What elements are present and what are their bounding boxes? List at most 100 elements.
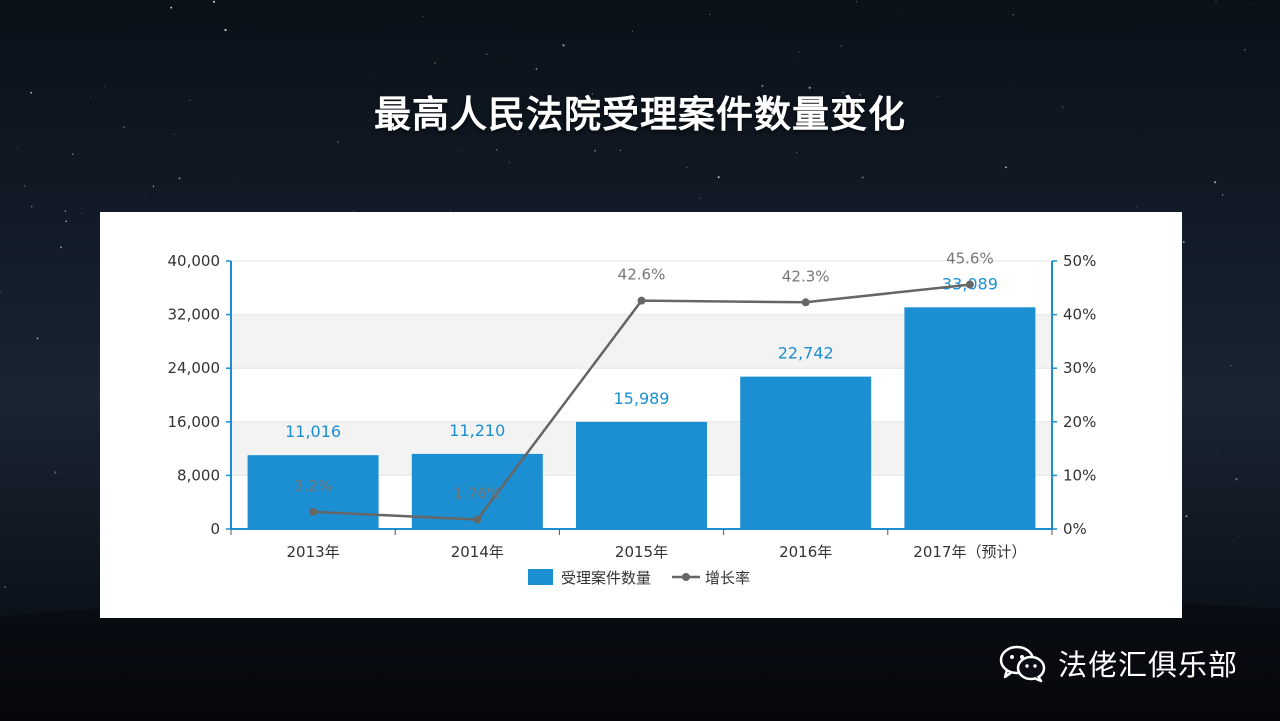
star [594, 149, 597, 152]
left-tick-label: 24,000 [168, 359, 221, 377]
star [23, 185, 26, 187]
star [1243, 48, 1246, 51]
star [508, 170, 510, 171]
x-tick-label: 2015年 [615, 543, 668, 561]
star [212, 0, 216, 3]
star [1005, 166, 1007, 169]
star [856, 1, 857, 3]
star [496, 149, 498, 151]
star [837, 4, 839, 5]
star [1012, 13, 1015, 16]
right-tick-label: 20% [1063, 413, 1096, 431]
star [352, 211, 354, 213]
growth-rate-label: 3.2% [294, 477, 332, 495]
star [1136, 206, 1138, 208]
star [143, 196, 145, 198]
star [591, 93, 594, 95]
star [374, 73, 376, 75]
star [1252, 2, 1254, 4]
left-tick-label: 0 [210, 520, 220, 538]
star [122, 126, 125, 129]
x-tick-label: 2014年 [451, 543, 504, 561]
star [1238, 535, 1240, 537]
star [535, 68, 538, 70]
star [173, 133, 175, 136]
star [30, 205, 33, 208]
legend-line-label: 增长率 [705, 569, 750, 587]
star [1235, 478, 1238, 481]
x-tick-label: 2017年（预计） [913, 543, 1026, 561]
combo-chart: 0 0% 8,000 10% 16,000 20% 24,000 30% 32,000 40% 40… [168, 250, 1097, 587]
right-tick-label: 30% [1063, 359, 1096, 377]
star [81, 212, 83, 214]
growth-rate-point [473, 515, 482, 524]
right-tick-label: 40% [1063, 306, 1096, 324]
star [1214, 181, 1217, 184]
star [842, 91, 845, 94]
star [89, 96, 91, 98]
star [724, 108, 727, 111]
star [1227, 308, 1229, 310]
star [761, 85, 764, 87]
growth-rate-label: 45.6% [946, 250, 994, 268]
left-tick-label: 40,000 [168, 252, 221, 270]
x-tick-label: 2013年 [287, 543, 340, 561]
star [0, 291, 1, 294]
bar-value-label: 15,989 [614, 389, 670, 408]
star [699, 197, 701, 199]
star [1011, 81, 1013, 83]
growth-rate-point [965, 280, 974, 289]
star [927, 191, 929, 193]
left-tick-label: 32,000 [168, 306, 221, 324]
legend-line-marker [682, 573, 690, 581]
star [460, 149, 462, 151]
growth-rate-point [637, 296, 646, 305]
star [30, 91, 33, 94]
star [1215, 0, 1217, 2]
star [215, 22, 217, 23]
x-tick-label: 2016年 [779, 543, 832, 561]
legend: 受理案件数量 增长率 [528, 569, 750, 587]
star [422, 16, 424, 17]
star [686, 166, 688, 169]
bar [576, 421, 707, 529]
star [840, 45, 843, 47]
left-tick-label: 16,000 [168, 413, 221, 431]
star [71, 153, 74, 155]
star [859, 94, 861, 96]
growth-rate-label: 42.3% [782, 267, 830, 285]
star [98, 528, 100, 529]
star [1182, 241, 1185, 244]
star [36, 337, 39, 340]
star [808, 86, 811, 89]
star [1247, 106, 1248, 108]
right-tick-label: 0% [1063, 520, 1087, 538]
star [901, 8, 903, 10]
star [1250, 589, 1252, 591]
bar-value-label: 11,210 [449, 421, 505, 440]
star [861, 176, 864, 179]
star [434, 61, 437, 64]
brand-name: 法佬汇俱乐部 [1057, 648, 1238, 682]
star [65, 220, 67, 223]
bar [740, 376, 872, 529]
star [1185, 515, 1188, 518]
legend-bar-swatch [528, 569, 553, 585]
bar-value-label: 22,742 [778, 344, 834, 363]
star [1230, 364, 1232, 367]
chart-panel: 0 0% 8,000 10% 16,000 20% 24,000 30% 32,000 40% 40… [100, 212, 1182, 618]
wechat-icon [999, 645, 1046, 683]
star [1215, 453, 1217, 455]
star [152, 185, 155, 188]
star [619, 149, 622, 152]
star [238, 182, 239, 183]
star [631, 30, 633, 32]
legend-bar-label: 受理案件数量 [561, 569, 651, 587]
star [178, 177, 181, 180]
star [1221, 194, 1224, 196]
star [937, 95, 939, 97]
star [64, 210, 66, 212]
right-tick-label: 10% [1063, 466, 1096, 484]
left-tick-label: 8,000 [177, 466, 220, 484]
bar-value-label: 11,016 [285, 422, 341, 441]
